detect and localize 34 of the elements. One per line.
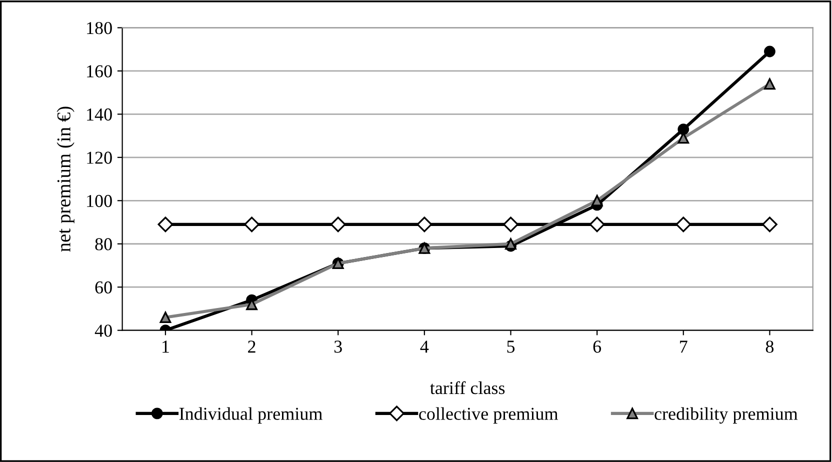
y-tick-label: 80: [95, 238, 112, 250]
point: [676, 216, 692, 232]
x-tick-label: 1: [162, 340, 169, 353]
point: [244, 216, 260, 232]
point: [591, 194, 603, 206]
legend-label: collective premium: [419, 407, 558, 424]
y-tick-label: 180: [87, 22, 112, 34]
point: [762, 216, 778, 232]
y-axis-title: net premium (in €): [56, 106, 74, 252]
legend-label: Individual premium: [179, 407, 322, 424]
x-tick-label: 5: [507, 340, 515, 353]
x-tick-label: 3: [334, 340, 342, 353]
point: [416, 216, 432, 232]
point: [589, 216, 605, 232]
legend-label: credibility premium: [654, 407, 798, 424]
x-axis-title: tariff class: [430, 381, 505, 394]
point: [678, 124, 690, 136]
y-tick-label: 40: [94, 324, 112, 337]
point: [330, 216, 346, 232]
x-tick-label: 7: [680, 340, 688, 353]
x-tick-label: 8: [766, 340, 774, 353]
x-tick-label: 4: [420, 340, 429, 353]
point: [160, 312, 172, 324]
point: [158, 216, 174, 232]
point: [764, 46, 776, 58]
y-tick-label: 160: [87, 65, 112, 78]
point: [503, 216, 518, 232]
y-tick-label: 100: [87, 194, 112, 208]
y-tick-label: 60: [95, 281, 112, 294]
y-tick-label: 140: [87, 108, 112, 121]
x-tick-label: 2: [248, 340, 256, 353]
y-tick-label: 120: [87, 152, 112, 164]
x-tick-label: 6: [593, 340, 602, 353]
point: [764, 78, 776, 90]
